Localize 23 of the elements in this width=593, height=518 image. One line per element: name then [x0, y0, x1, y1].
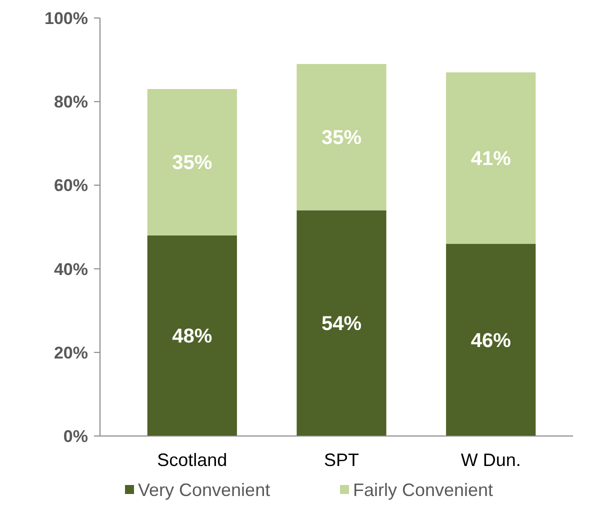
x-tick-label: SPT: [324, 450, 360, 470]
y-tick-label: 40%: [54, 260, 88, 279]
bar: [296, 210, 386, 436]
bar: [147, 235, 237, 436]
bar: [296, 64, 386, 210]
y-tick-label: 60%: [54, 176, 88, 196]
y-tick-label: 80%: [54, 92, 88, 112]
y-tick-label: 100%: [44, 9, 88, 28]
bar: [446, 244, 536, 436]
data-label: 54%: [321, 313, 362, 336]
bar: [147, 89, 237, 236]
data-label: 35%: [172, 152, 212, 174]
y-tick-label: 0%: [63, 427, 88, 446]
legend-label: Very Convenient: [138, 480, 270, 500]
legend-label: Fairly Convenient: [353, 480, 494, 500]
data-label: 46%: [470, 330, 512, 352]
x-tick-label: W Dun.: [460, 450, 521, 470]
data-label: 41%: [470, 148, 512, 170]
data-label: 48%: [172, 326, 212, 348]
bar: [446, 72, 536, 244]
data-label: 35%: [321, 127, 362, 150]
y-tick-label: 20%: [54, 343, 88, 362]
x-tick-label: Scotland: [157, 450, 228, 470]
